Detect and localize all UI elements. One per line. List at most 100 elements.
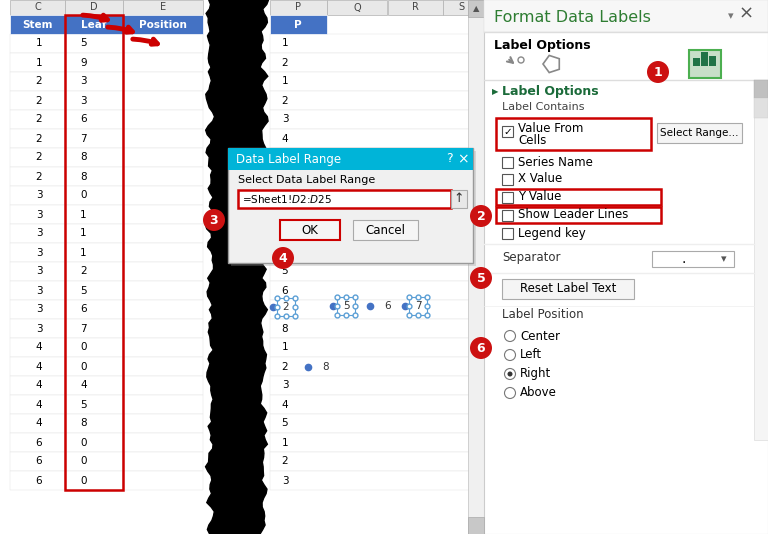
Bar [754, 80, 768, 440]
Text: OK: OK [302, 224, 319, 237]
Bar [10, 433, 65, 452]
Bar [65, 433, 123, 452]
Bar [693, 58, 700, 66]
Text: 2: 2 [282, 96, 288, 106]
Bar [123, 110, 203, 129]
Circle shape [470, 267, 492, 289]
Bar [701, 52, 708, 66]
Bar [388, 0, 443, 15]
Text: 8: 8 [80, 171, 87, 182]
Bar [65, 262, 123, 281]
Text: 2: 2 [282, 209, 288, 219]
Text: 1: 1 [654, 66, 662, 78]
Bar [270, 395, 480, 414]
Bar [502, 174, 513, 185]
Text: ▾: ▾ [721, 254, 727, 264]
Bar [65, 129, 123, 148]
Text: 6: 6 [384, 301, 391, 311]
Bar [270, 148, 480, 167]
Bar [496, 118, 651, 150]
Text: 6: 6 [35, 437, 42, 447]
Text: 5: 5 [282, 266, 288, 277]
Text: 8: 8 [80, 153, 87, 162]
Text: 0: 0 [80, 362, 87, 372]
Bar [270, 281, 480, 300]
Text: 8: 8 [322, 362, 329, 372]
Bar [65, 15, 123, 34]
Bar [65, 300, 123, 319]
Bar [123, 452, 203, 471]
Text: 1: 1 [282, 38, 288, 49]
Text: Label Position: Label Position [502, 309, 584, 321]
Bar [10, 34, 65, 53]
Bar [468, 0, 484, 534]
Polygon shape [205, 0, 269, 534]
Text: Select Data Label Range: Select Data Label Range [238, 175, 376, 185]
Text: 5: 5 [80, 38, 87, 49]
Bar [123, 338, 203, 357]
Text: Label Contains: Label Contains [502, 102, 584, 112]
Text: 6: 6 [35, 457, 42, 467]
Text: Value From: Value From [518, 122, 584, 136]
Bar [502, 192, 513, 203]
Bar [270, 357, 480, 376]
Bar [65, 243, 123, 262]
Bar [228, 148, 473, 170]
Bar [10, 452, 65, 471]
Text: Separator: Separator [502, 250, 561, 263]
Text: 6: 6 [35, 475, 42, 485]
Bar [65, 167, 123, 186]
Bar [468, 0, 484, 17]
Text: Select Range...: Select Range... [660, 128, 738, 138]
Text: Y Value: Y Value [518, 191, 561, 203]
Text: Label Options: Label Options [494, 40, 591, 52]
Text: 4: 4 [80, 381, 87, 390]
Bar [123, 34, 203, 53]
Text: X Value: X Value [518, 172, 562, 185]
Bar [238, 190, 451, 208]
Circle shape [505, 368, 515, 380]
Circle shape [505, 388, 515, 398]
Text: Center: Center [520, 329, 560, 342]
Text: 0: 0 [80, 437, 87, 447]
Text: Above: Above [520, 387, 557, 399]
Circle shape [505, 331, 515, 342]
Bar [123, 186, 203, 205]
Bar [270, 338, 480, 357]
Text: Cells: Cells [518, 134, 546, 146]
Bar [10, 281, 65, 300]
Text: 3: 3 [35, 191, 42, 200]
Bar [10, 167, 65, 186]
Text: 5: 5 [282, 153, 288, 162]
Bar [468, 517, 484, 534]
Bar [10, 148, 65, 167]
Text: ↑: ↑ [454, 192, 464, 206]
Bar [451, 190, 467, 208]
Bar [123, 72, 203, 91]
Text: 4: 4 [279, 252, 287, 264]
Text: 2: 2 [35, 96, 42, 106]
Bar [754, 80, 768, 98]
Text: 6: 6 [477, 342, 485, 355]
Bar [754, 98, 768, 118]
Text: 3: 3 [210, 214, 218, 226]
Text: 2: 2 [35, 171, 42, 182]
Bar [270, 376, 480, 395]
Bar [65, 205, 123, 224]
Bar [10, 110, 65, 129]
Bar [270, 471, 480, 490]
Text: Position: Position [139, 20, 187, 29]
Text: ▶: ▶ [492, 88, 498, 97]
Text: 4: 4 [35, 342, 42, 352]
Bar [123, 319, 203, 338]
Bar [123, 15, 203, 34]
Text: Q: Q [353, 3, 361, 12]
Bar [270, 205, 480, 224]
Text: R: R [412, 3, 419, 12]
Bar [65, 148, 123, 167]
Bar [709, 56, 716, 66]
Bar [502, 228, 513, 239]
Bar [123, 376, 203, 395]
Text: 2: 2 [282, 362, 288, 372]
Bar [270, 262, 480, 281]
